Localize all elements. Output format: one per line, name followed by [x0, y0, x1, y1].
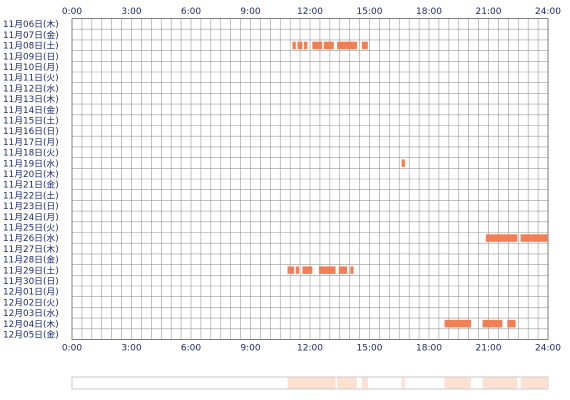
row-label: 11月13日(木) — [3, 93, 59, 105]
row-label: 11月12日(水) — [3, 82, 59, 94]
activity-bar — [520, 234, 548, 242]
x-tick-label-bottom: 6:00 — [181, 344, 201, 354]
summary-bar — [350, 377, 354, 389]
activity-bar — [312, 41, 323, 50]
row-label: 11月29日(土) — [3, 264, 59, 276]
x-tick-label-top: 12:00 — [297, 7, 323, 17]
row-label: 11月24日(月) — [3, 212, 59, 223]
x-tick-label-bottom: 0:00 — [62, 344, 82, 354]
row-label: 11月22日(土) — [3, 189, 59, 201]
activity-bar — [350, 266, 354, 274]
x-tick-label-top: 9:00 — [240, 7, 260, 17]
row-label: 11月30日(日) — [3, 276, 59, 287]
row-label: 11月16日(日) — [3, 126, 59, 137]
row-label: 11月23日(日) — [3, 201, 59, 212]
x-tick-label-bottom: 3:00 — [121, 344, 141, 354]
row-label: 11月09日(日) — [3, 51, 59, 62]
row-label: 12月02日(火) — [3, 297, 59, 308]
summary-bar — [507, 377, 516, 389]
summary-bar — [312, 377, 323, 389]
x-tick-label-bottom: 24:00 — [535, 344, 561, 354]
row-label: 11月17日(月) — [3, 137, 59, 148]
row-label: 11月11日(火) — [3, 73, 59, 84]
row-label: 11月25日(火) — [3, 223, 59, 234]
x-tick-label-bottom: 15:00 — [357, 344, 383, 354]
activity-bar — [318, 266, 336, 274]
summary-bar — [338, 377, 348, 389]
row-label: 11月15日(土) — [3, 115, 59, 127]
x-tick-label-top: 0:00 — [62, 7, 82, 17]
row-label: 11月14日(金) — [3, 104, 59, 116]
activity-bar — [323, 41, 334, 50]
activity-bar — [295, 266, 300, 274]
plot-frame — [71, 18, 549, 340]
x-tick-label-top: 3:00 — [121, 7, 141, 17]
summary-bar — [318, 377, 336, 389]
row-label: 12月05日(金) — [3, 329, 59, 341]
row-label: 11月06日(木) — [3, 18, 59, 30]
activity-bar — [361, 41, 368, 50]
activity-bar — [444, 319, 471, 328]
x-tick-label-top: 6:00 — [181, 7, 201, 17]
x-tick-label-bottom: 21:00 — [476, 344, 502, 354]
summary-bar — [361, 377, 368, 389]
summary-bar — [295, 377, 300, 389]
row-label: 12月03日(水) — [3, 307, 59, 319]
summary-bar — [482, 377, 503, 389]
x-tick-label-top: 15:00 — [357, 7, 383, 17]
summary-bar — [401, 377, 405, 389]
activity-bar — [338, 266, 348, 274]
row-label: 11月20日(木) — [3, 168, 59, 180]
x-tick-label-top: 21:00 — [476, 7, 502, 17]
activity-bar — [507, 319, 516, 328]
activity-bar — [287, 266, 295, 274]
x-tick-label-top: 24:00 — [535, 7, 561, 17]
activity-bar — [297, 41, 303, 50]
activity-bar — [485, 234, 518, 242]
summary-bar — [297, 377, 303, 389]
summary-bar — [520, 377, 548, 389]
summary-bar — [302, 377, 313, 389]
row-label: 11月18日(火) — [3, 148, 59, 159]
activity-bar — [401, 159, 405, 167]
summary-bar — [287, 377, 295, 389]
row-label: 11月08日(土) — [3, 40, 59, 52]
x-tick-label-bottom: 12:00 — [297, 344, 323, 354]
x-tick-label-top: 18:00 — [416, 7, 442, 17]
summary-bar — [444, 377, 471, 389]
activity-bar — [304, 41, 308, 50]
activity-bar — [302, 266, 313, 274]
row-label: 11月27日(木) — [3, 243, 59, 255]
x-tick-label-bottom: 9:00 — [240, 344, 260, 354]
x-tick-label-bottom: 18:00 — [416, 344, 442, 354]
row-label: 11月19日(水) — [3, 157, 59, 169]
row-label: 12月04日(木) — [3, 318, 59, 330]
activity-bar — [482, 319, 503, 328]
row-label: 11月26日(水) — [3, 232, 59, 244]
row-label: 11月07日(金) — [3, 29, 59, 41]
row-label: 12月01日(月) — [3, 287, 59, 298]
activity-bar — [292, 41, 296, 50]
row-label: 11月21日(金) — [3, 179, 59, 191]
row-label: 11月28日(金) — [3, 254, 59, 266]
activity-bar — [337, 41, 357, 50]
row-label: 11月10日(月) — [3, 62, 59, 73]
